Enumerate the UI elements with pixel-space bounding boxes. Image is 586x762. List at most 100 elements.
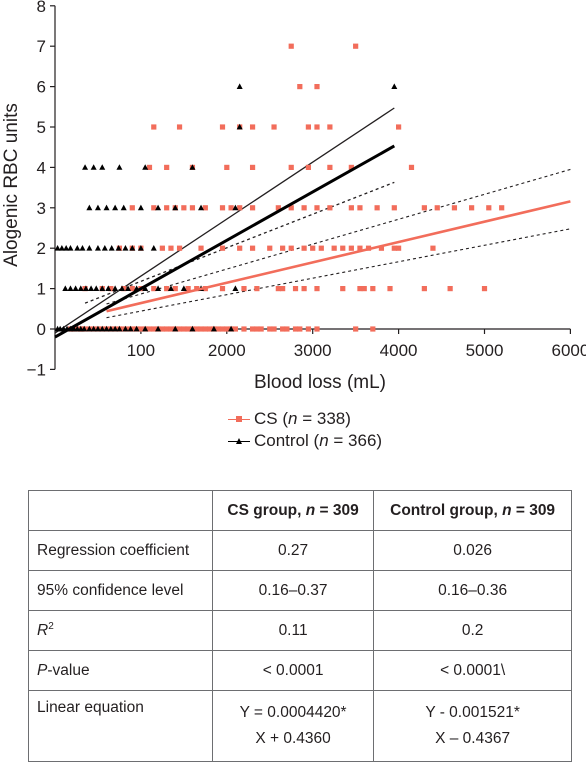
control-point bbox=[122, 325, 129, 332]
cs-point bbox=[292, 286, 299, 292]
table-header-cs: CS group, n = 309 bbox=[211, 490, 375, 531]
x-tick-label: 4000 bbox=[380, 341, 418, 360]
cs-point bbox=[151, 124, 157, 130]
cs-point bbox=[129, 326, 135, 332]
cs-point bbox=[198, 245, 204, 251]
control-point bbox=[155, 325, 162, 332]
cs-point bbox=[202, 205, 208, 211]
cs-equation-line1: Y = 0.0004420* bbox=[239, 704, 347, 721]
cs-point bbox=[254, 326, 260, 332]
control-point bbox=[103, 204, 110, 211]
legend-cs-symbol bbox=[228, 413, 250, 425]
y-axis-title: Alogenic RBC units bbox=[1, 103, 22, 267]
control-point bbox=[81, 325, 88, 332]
cs-point bbox=[164, 326, 170, 332]
y-tick-label: 3 bbox=[37, 199, 46, 218]
control-value: 0.16–0.36 bbox=[373, 570, 572, 611]
cs-point bbox=[232, 326, 238, 332]
cs-point bbox=[215, 326, 221, 332]
cs-point bbox=[164, 205, 170, 211]
cs-point bbox=[164, 286, 170, 292]
cs-point bbox=[168, 245, 174, 251]
scatter-chart: −1 0 1 2 3 4 5 6 7 8 100 2000 3000 4000 5000 6000 Blood… bbox=[1, 0, 586, 393]
cs-point bbox=[288, 164, 294, 170]
control-ci-upper-line bbox=[54, 107, 395, 334]
control-point bbox=[99, 325, 106, 332]
cs-point bbox=[224, 164, 230, 170]
control-point bbox=[150, 245, 157, 251]
cs-point bbox=[202, 326, 208, 332]
cs-point bbox=[249, 124, 256, 130]
control-point bbox=[94, 245, 101, 251]
cs-point bbox=[108, 286, 114, 292]
y-tick-label: 1 bbox=[37, 280, 46, 299]
cs-point bbox=[271, 326, 277, 332]
control-point bbox=[119, 285, 126, 291]
cs-point bbox=[249, 326, 256, 332]
control-point bbox=[86, 204, 93, 211]
y-tick-label: 4 bbox=[37, 158, 46, 177]
confidence-lines bbox=[54, 107, 571, 334]
control-point bbox=[90, 325, 97, 332]
control-point bbox=[391, 83, 398, 89]
cs-point bbox=[327, 205, 333, 211]
control-point bbox=[133, 325, 140, 332]
x-tick-label: 5000 bbox=[466, 341, 504, 360]
cs-point bbox=[172, 286, 178, 292]
control-equation-line1: Y - 0.001521* bbox=[425, 704, 520, 721]
control-point bbox=[232, 285, 239, 291]
cs-point bbox=[391, 245, 397, 251]
cs-point bbox=[314, 326, 320, 332]
cs-point bbox=[198, 326, 204, 332]
control-point bbox=[112, 204, 119, 211]
cs-point bbox=[348, 164, 354, 170]
cs-value: 0.11 bbox=[211, 610, 375, 651]
control-point bbox=[99, 285, 106, 291]
x-tick-label: 100 bbox=[127, 341, 155, 360]
control-point bbox=[58, 245, 65, 251]
cs-point bbox=[451, 205, 458, 211]
legend-item-cs: CS (n = 338) bbox=[228, 408, 382, 430]
control-point bbox=[155, 204, 162, 211]
row-label: Linear equation bbox=[28, 690, 213, 762]
cs-point bbox=[176, 245, 183, 251]
control-point bbox=[88, 285, 95, 291]
control-point bbox=[90, 164, 97, 170]
control-point bbox=[54, 245, 61, 251]
cs-point bbox=[288, 43, 294, 49]
control-point bbox=[79, 245, 86, 251]
cs-point bbox=[249, 164, 256, 170]
cs-point bbox=[357, 286, 363, 292]
control-point bbox=[232, 204, 239, 211]
table-row: P-value < 0.0001 < 0.0001\ bbox=[28, 650, 572, 691]
control-point bbox=[172, 204, 179, 211]
cs-point bbox=[305, 326, 312, 332]
cs-point bbox=[181, 326, 187, 332]
cs-point bbox=[280, 286, 286, 292]
cs-point bbox=[481, 286, 488, 292]
control-point bbox=[180, 285, 187, 291]
control-point bbox=[120, 204, 127, 211]
control-point bbox=[116, 164, 123, 170]
cs-point bbox=[314, 84, 320, 90]
cs-point bbox=[219, 205, 226, 211]
control-point bbox=[94, 325, 101, 332]
cs-point bbox=[348, 205, 354, 211]
control-fit-line bbox=[54, 144, 396, 339]
cs-point bbox=[391, 205, 397, 211]
cs-point bbox=[284, 326, 290, 332]
cs-point bbox=[327, 124, 333, 130]
cs-point bbox=[194, 326, 200, 332]
control-point bbox=[137, 245, 144, 251]
legend-control-symbol bbox=[228, 435, 250, 447]
cs-point bbox=[254, 286, 260, 292]
cs-point bbox=[280, 245, 286, 251]
control-value: 0.026 bbox=[373, 530, 572, 571]
control-point bbox=[129, 245, 136, 251]
cs-point bbox=[224, 326, 230, 332]
cs-value: 0.16–0.37 bbox=[211, 570, 375, 611]
cs-point bbox=[348, 245, 354, 251]
cs-point bbox=[353, 326, 359, 332]
cs-point bbox=[176, 124, 183, 130]
y-tick-label: 8 bbox=[37, 0, 46, 16]
